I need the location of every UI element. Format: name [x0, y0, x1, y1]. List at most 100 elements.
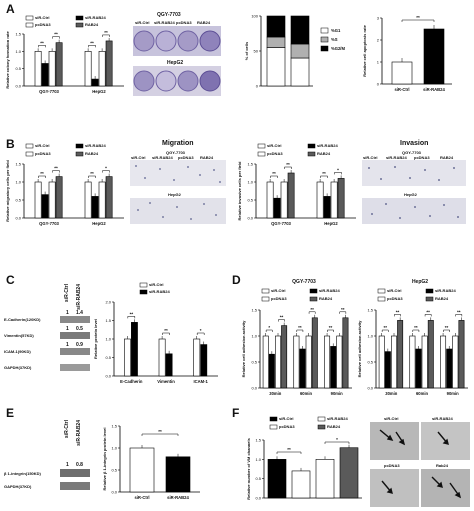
- inv-photo-sirrab24: siR-RAB24: [386, 155, 407, 160]
- stack-g2m-0: [266, 15, 286, 38]
- migration-photos-qgy: [130, 160, 226, 186]
- bar-30min-pcdna3: [275, 335, 281, 389]
- wb-c-header-1: siR-RAB24: [76, 284, 82, 310]
- wb-c-row-label-1: Vimentin(57KD): [4, 333, 34, 338]
- bar-30min-sir-rab24: [384, 351, 391, 389]
- sig-label: **: [54, 32, 58, 37]
- bar-hepg2-sir-rab24: [91, 196, 99, 219]
- sig-label: **: [40, 171, 44, 176]
- wb-c-row-label-3: GAPDH(37KD): [4, 365, 32, 370]
- sig-label: **: [396, 309, 400, 314]
- wb-c-row-label-0: E-Cadherin(120KD): [4, 317, 41, 322]
- sig-bracket: [102, 170, 110, 173]
- colony-plates-block: QGY-7703 siR-Ctrl siR-RAB24 pcDNA3 RAB24…: [133, 10, 221, 98]
- legend-label: siR-Ctrl: [35, 143, 49, 148]
- sig-bracket: [52, 170, 60, 173]
- y-tick-label: 1.5: [105, 318, 111, 323]
- wb-e-header-0: siR-Ctrl: [64, 420, 70, 439]
- stack-g1-0: [266, 47, 286, 87]
- colony-plates-hepg2: [133, 66, 221, 96]
- legend-swatch: [377, 288, 386, 294]
- bar-90min-sir-ctrl: [440, 335, 447, 389]
- colony-plates-qgy: [133, 26, 221, 56]
- sig-bracket: [162, 332, 170, 335]
- panel-label-e: E: [6, 406, 15, 420]
- plate-label-rab24: RAB24: [197, 20, 211, 25]
- y-tick-label: 1.5: [251, 308, 257, 313]
- bar-30min-sir-ctrl: [262, 335, 269, 389]
- wb-e-row-label-1: GAPDH(37KD): [4, 484, 32, 489]
- sig-bracket: [141, 433, 179, 436]
- y-tick-label: 0.5: [247, 198, 253, 203]
- y-tick-label: 1.5: [111, 424, 117, 429]
- sig-bracket: [339, 311, 347, 314]
- legend-label: %S: [331, 37, 338, 42]
- bar-sir-rab24: [165, 456, 191, 493]
- wb-c-val-2-1: 0.9: [76, 342, 83, 348]
- y-axis-label: Relative cell adhesion activity: [241, 320, 246, 377]
- sig-label: **: [104, 30, 108, 35]
- y-axis-label: Relative migratory cells per field: [5, 160, 10, 222]
- sig-bracket: [394, 314, 401, 317]
- bar-qgy-7703-sir-rab24: [273, 197, 281, 219]
- sig-label: **: [329, 325, 333, 330]
- bar-90min-rab24: [342, 317, 349, 389]
- y-tick-label: 1.5: [367, 308, 373, 313]
- vm-photo-label-0: siR-Ctrl: [384, 416, 399, 421]
- sig-bracket: [38, 45, 46, 48]
- stack-s-1: [290, 43, 310, 59]
- y-tick-label: 0.5: [111, 468, 117, 473]
- y-tick-label: 0.0: [255, 496, 261, 501]
- y-tick-label: 0.0: [111, 490, 117, 495]
- stack-s-0: [266, 36, 286, 48]
- cell-cycle-chart: 0 50 100 % of cells %G1 %S %G2/M: [244, 14, 345, 89]
- sig-label: **: [414, 325, 418, 330]
- bar-hepg2-sir-ctrl: [84, 181, 92, 219]
- wb-e-val-0-1: 0.8: [76, 462, 83, 468]
- integrin-chart: 0.0 0.5 1.0 1.5 Relative β 1-integrin protei…: [102, 424, 200, 500]
- invasion-photos-block: Invasion QGY-7703 siR-Ctrl siR-RAB24 pcD…: [362, 140, 466, 236]
- y-tick-label: 0: [377, 82, 380, 87]
- inv-photo-qgy: QGY-7703: [402, 150, 421, 155]
- chart-title: HepG2: [412, 279, 428, 285]
- vm-channels-chart: 0.0 0.5 1.0 1.5 Relative number of VM channe…: [246, 416, 362, 501]
- bar-icam-1-sir-rab24: [200, 344, 208, 377]
- legend-label: RAB24: [327, 424, 341, 429]
- vm-photos-top: [370, 422, 470, 460]
- y-tick-label: 2: [377, 38, 380, 43]
- wb-c-row-label-2: ICAM-1(90KD): [4, 349, 31, 354]
- y-axis-label: Relative protein level: [93, 319, 98, 359]
- sig-bracket: [412, 329, 420, 332]
- plate-label-sirrab24: siR-RAB24: [154, 20, 175, 25]
- y-tick-label: 3: [377, 16, 380, 21]
- y-tick-label: 0.5: [15, 66, 21, 71]
- plate-title-hepg2: HepG2: [167, 60, 184, 66]
- bar-60min-sir-ctrl: [293, 335, 300, 389]
- legend-swatch: [75, 15, 84, 21]
- legend-swatch: [309, 296, 318, 302]
- bar-hepg2-rab24: [105, 40, 113, 87]
- y-tick-label: 1.5: [247, 162, 253, 167]
- x-tick-label: siR-RAB24: [167, 495, 189, 500]
- vm-photos-block: siR-Ctrl siR-RAB24 pcDNA3 Rab24: [370, 416, 470, 508]
- legend-swatch: [75, 151, 84, 157]
- sig-label: **: [286, 162, 290, 167]
- wb-e-header-1: siR-RAB24: [76, 420, 82, 446]
- bar-60min-sir-rab24: [299, 348, 306, 389]
- x-tick-label: QGY-7703: [271, 221, 291, 226]
- plate-label-sirctrl: siR-Ctrl: [135, 20, 150, 25]
- y-tick-label: 1.0: [15, 180, 21, 185]
- sig-bracket: [455, 314, 463, 317]
- bar-sir-ctrl: [129, 447, 155, 493]
- bar-icam-1-sir-ctrl: [193, 338, 201, 377]
- wb-e-band-0: [60, 469, 90, 477]
- bar-qgy-7703-sir-ctrl: [34, 181, 42, 219]
- mig-photo-pcdna3: pcDNA3: [178, 155, 194, 160]
- y-tick-label: 0.0: [367, 386, 373, 391]
- bar-sir-ctrl: [267, 459, 287, 499]
- sig-bracket: [127, 316, 136, 319]
- sig-label: **: [54, 166, 58, 171]
- inv-photo-sirctrl: siR-Ctrl: [363, 155, 378, 160]
- sig-bracket: [270, 175, 278, 178]
- y-tick-label: 1.5: [15, 162, 21, 167]
